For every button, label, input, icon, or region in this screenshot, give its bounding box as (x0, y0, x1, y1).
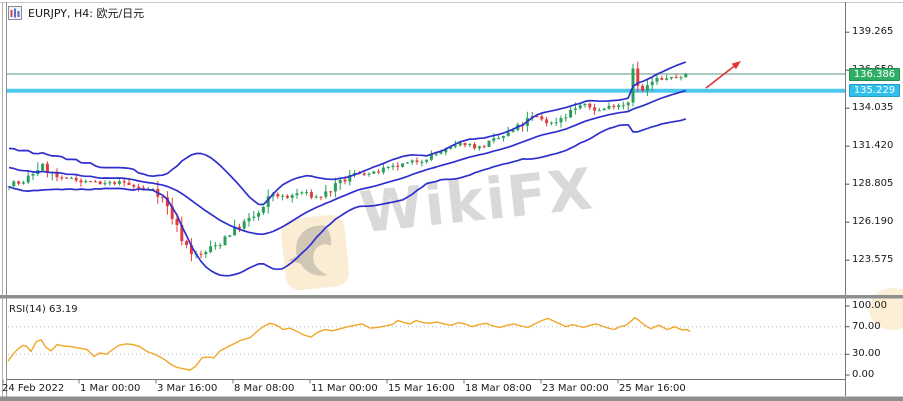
price-tick-label: 126.190 (852, 216, 894, 228)
price-tick-label: 123.575 (852, 254, 894, 266)
price-tick-label: 139.265 (852, 26, 894, 38)
trend-arrow-head (731, 60, 741, 70)
chart-title-text: EURJPY, H4: 欧元/日元 (28, 7, 145, 20)
window-bottom-border (0, 396, 903, 401)
wikifx-logo-icon (281, 214, 350, 291)
bollinger-lower-band (8, 118, 687, 277)
rsi-tick-label: 100.00 (852, 300, 887, 311)
candlestick-chart-icon (8, 6, 22, 20)
date-tick-label: 15 Mar 16:00 (388, 383, 455, 394)
price-tick-label: 128.805 (852, 178, 894, 190)
horizontal-line-price-badge: 135.229 (849, 84, 900, 98)
rsi-line (7, 317, 691, 371)
date-tick-label: 11 Mar 00:00 (311, 383, 378, 394)
rsi-tick-label: 30.00 (852, 348, 881, 360)
date-tick-label: 18 Mar 08:00 (465, 383, 532, 394)
date-tick-label: 24 Feb 2022 (2, 383, 65, 394)
date-tick-label: 8 Mar 08:00 (234, 383, 295, 394)
chart-title: EURJPY, H4: 欧元/日元 (8, 5, 144, 21)
rsi-tick-label: 70.00 (852, 320, 881, 332)
horizontal-line-price-value: 135.229 (853, 85, 896, 97)
bollinger-middle-band (8, 89, 687, 236)
date-tick-label: 23 Mar 00:00 (542, 383, 609, 394)
date-tick-label: 3 Mar 16:00 (157, 383, 218, 394)
trend-arrow[interactable] (705, 63, 738, 89)
candles-layer (7, 61, 688, 262)
wikifx-watermark: WikiFX (276, 156, 601, 294)
panel-divider (0, 295, 903, 299)
price-tick-label: 134.035 (852, 102, 894, 114)
date-tick-label: 1 Mar 00:00 (80, 383, 141, 394)
price-tick-label: 131.420 (852, 140, 894, 152)
rsi-indicator-label: RSI(14) 63.19 (9, 304, 78, 315)
bid-price-value: 136.386 (853, 68, 896, 80)
bid-price-badge: 136.386 (849, 67, 900, 81)
rsi-tick-label: 0.00 (852, 369, 875, 380)
bollinger-upper-band (8, 61, 687, 206)
date-tick-label: 25 Mar 16:00 (619, 383, 686, 394)
